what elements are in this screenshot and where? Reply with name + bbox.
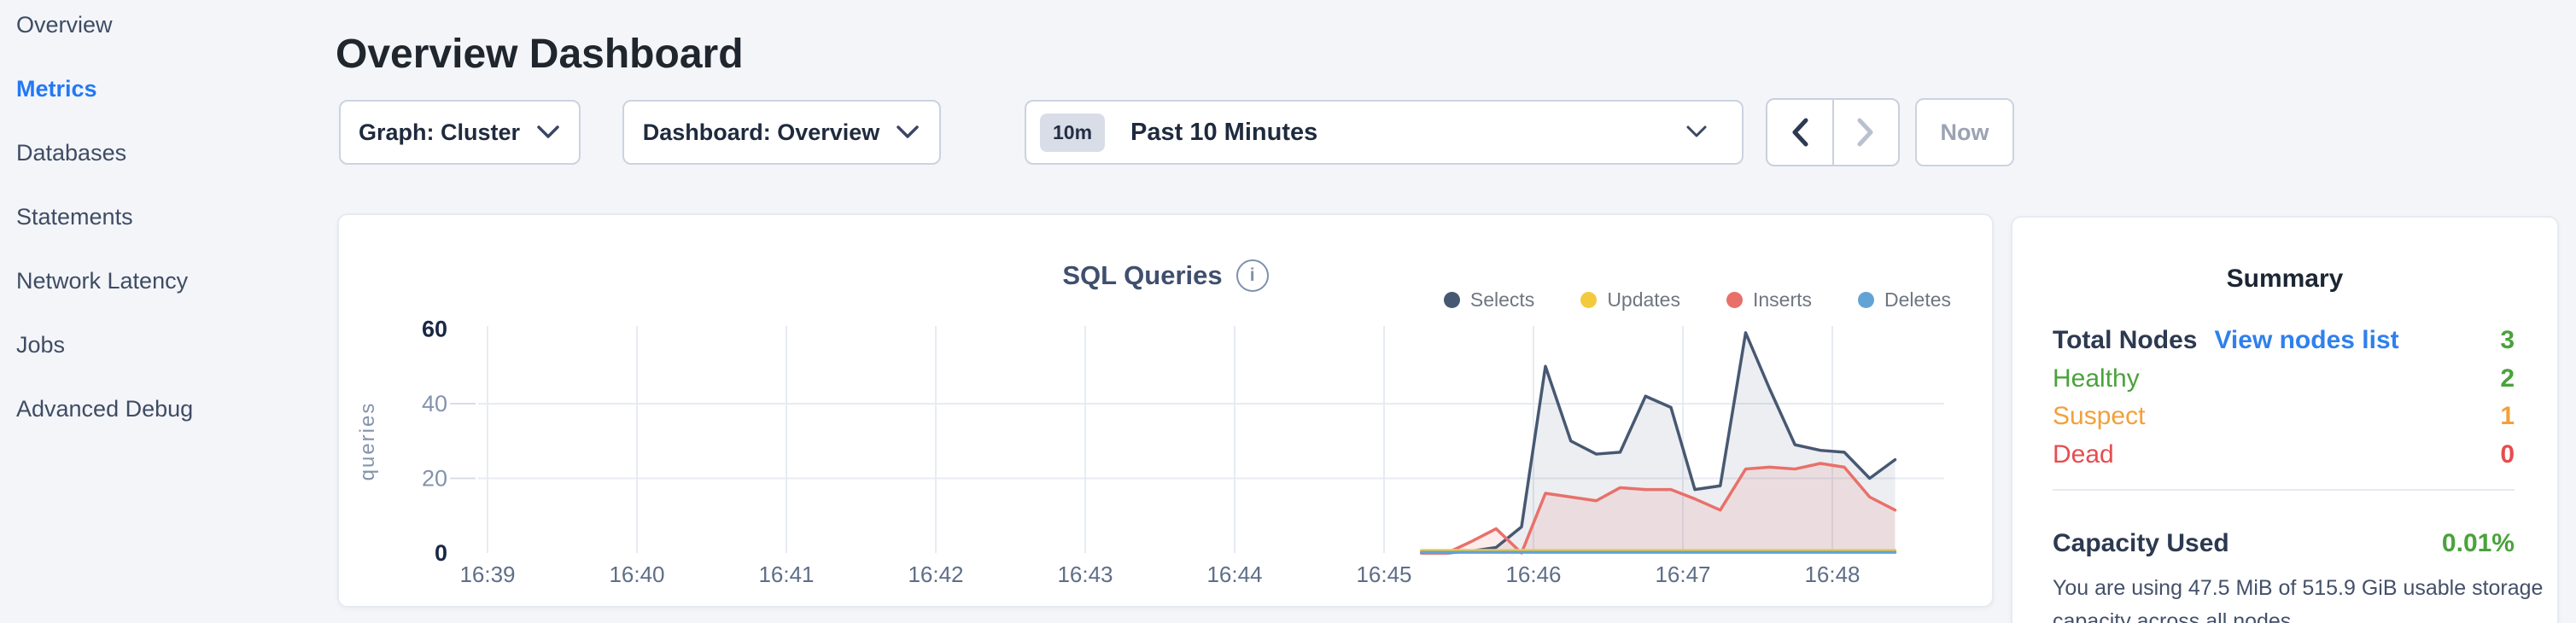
graph-scope-label: Graph: Cluster	[358, 119, 521, 145]
legend-dot-inserts	[1726, 292, 1743, 308]
summary-row-value: 1	[2500, 402, 2515, 431]
next-time-button[interactable]	[1834, 100, 1899, 165]
chevron-down-icon	[1686, 125, 1707, 137]
sidebar: Overview Metrics Databases Statements Networ…	[16, 0, 324, 441]
time-range-badge: 10m	[1040, 113, 1106, 152]
summary-row-label: Dead	[2053, 440, 2114, 469]
legend-dot-updates	[1580, 292, 1598, 308]
time-range-label: Past 10 Minutes	[1130, 118, 1318, 146]
summary-panel: Summary Total Nodes View nodes list 3 Healt…	[2011, 216, 2559, 623]
summary-row-label: Total Nodes	[2053, 326, 2198, 355]
summary-divider	[2053, 489, 2515, 491]
summary-row-label: Suspect	[2053, 402, 2146, 431]
summary-row-suspect: Suspect 1	[2053, 398, 2515, 436]
time-range-dropdown[interactable]: 10m Past 10 Minutes	[1025, 100, 1744, 165]
page-title: Overview Dashboard	[336, 32, 744, 78]
chevron-down-icon	[537, 125, 559, 138]
summary-row-value: 0	[2500, 440, 2515, 469]
legend-label: Selects	[1469, 288, 1535, 311]
legend-item-deletes: Deletes	[1858, 288, 1951, 312]
capacity-description: You are using 47.5 MiB of 515.9 GiB usab…	[2053, 576, 2544, 623]
sidebar-item-overview[interactable]: Overview	[16, 12, 113, 38]
now-button-label: Now	[1940, 119, 1989, 145]
capacity-used-label: Capacity Used	[2053, 529, 2229, 557]
summary-row-label: Healthy	[2053, 364, 2140, 393]
sidebar-item-advanced-debug[interactable]: Advanced Debug	[16, 396, 194, 422]
legend-dot-deletes	[1858, 292, 1875, 308]
graph-scope-dropdown[interactable]: Graph: Cluster	[339, 100, 581, 165]
sidebar-item-statements[interactable]: Statements	[16, 204, 133, 230]
sidebar-item-network-latency[interactable]: Network Latency	[16, 268, 189, 294]
legend-item-updates: Updates	[1580, 288, 1680, 312]
summary-row-healthy: Healthy 2	[2053, 360, 2515, 399]
dashboard-dropdown[interactable]: Dashboard: Overview	[622, 100, 941, 165]
chevron-left-icon	[1792, 118, 1808, 147]
sidebar-item-metrics[interactable]: Metrics	[16, 76, 97, 102]
summary-rows: Total Nodes View nodes list 3 Healthy 2 Suspe…	[2053, 322, 2515, 474]
sidebar-item-databases[interactable]: Databases	[16, 140, 127, 166]
summary-title: Summary	[2226, 265, 2344, 293]
legend-label: Deletes	[1884, 288, 1951, 311]
summary-row-value: 2	[2500, 364, 2515, 393]
legend-item-inserts: Inserts	[1726, 288, 1812, 312]
legend-dot-selects	[1443, 292, 1460, 308]
capacity-used-value: 0.01%	[2441, 529, 2515, 557]
legend-label: Updates	[1607, 288, 1680, 311]
view-nodes-list-link[interactable]: View nodes list	[2214, 326, 2399, 355]
sidebar-item-jobs[interactable]: Jobs	[16, 332, 66, 358]
now-button[interactable]: Now	[1915, 98, 2014, 166]
sql-queries-card: SQL Queries i Selects Updates Inserts Delet…	[337, 213, 1994, 608]
summary-row-total-nodes: Total Nodes View nodes list 3	[2053, 322, 2515, 360]
chart-legend: Selects Updates Inserts Deletes	[1443, 288, 1951, 312]
dashboard-label: Dashboard: Overview	[642, 119, 880, 145]
previous-time-button[interactable]	[1767, 100, 1834, 165]
chevron-down-icon	[897, 125, 920, 138]
summary-row-dead: Dead 0	[2053, 436, 2515, 475]
time-step-buttons	[1766, 98, 1900, 166]
info-icon[interactable]: i	[1235, 259, 1269, 292]
chart-title: SQL Queries	[1062, 260, 1223, 290]
chevron-right-icon	[1857, 118, 1873, 147]
summary-row-value: 3	[2500, 326, 2515, 355]
legend-label: Inserts	[1752, 288, 1813, 311]
legend-item-selects: Selects	[1443, 288, 1535, 312]
